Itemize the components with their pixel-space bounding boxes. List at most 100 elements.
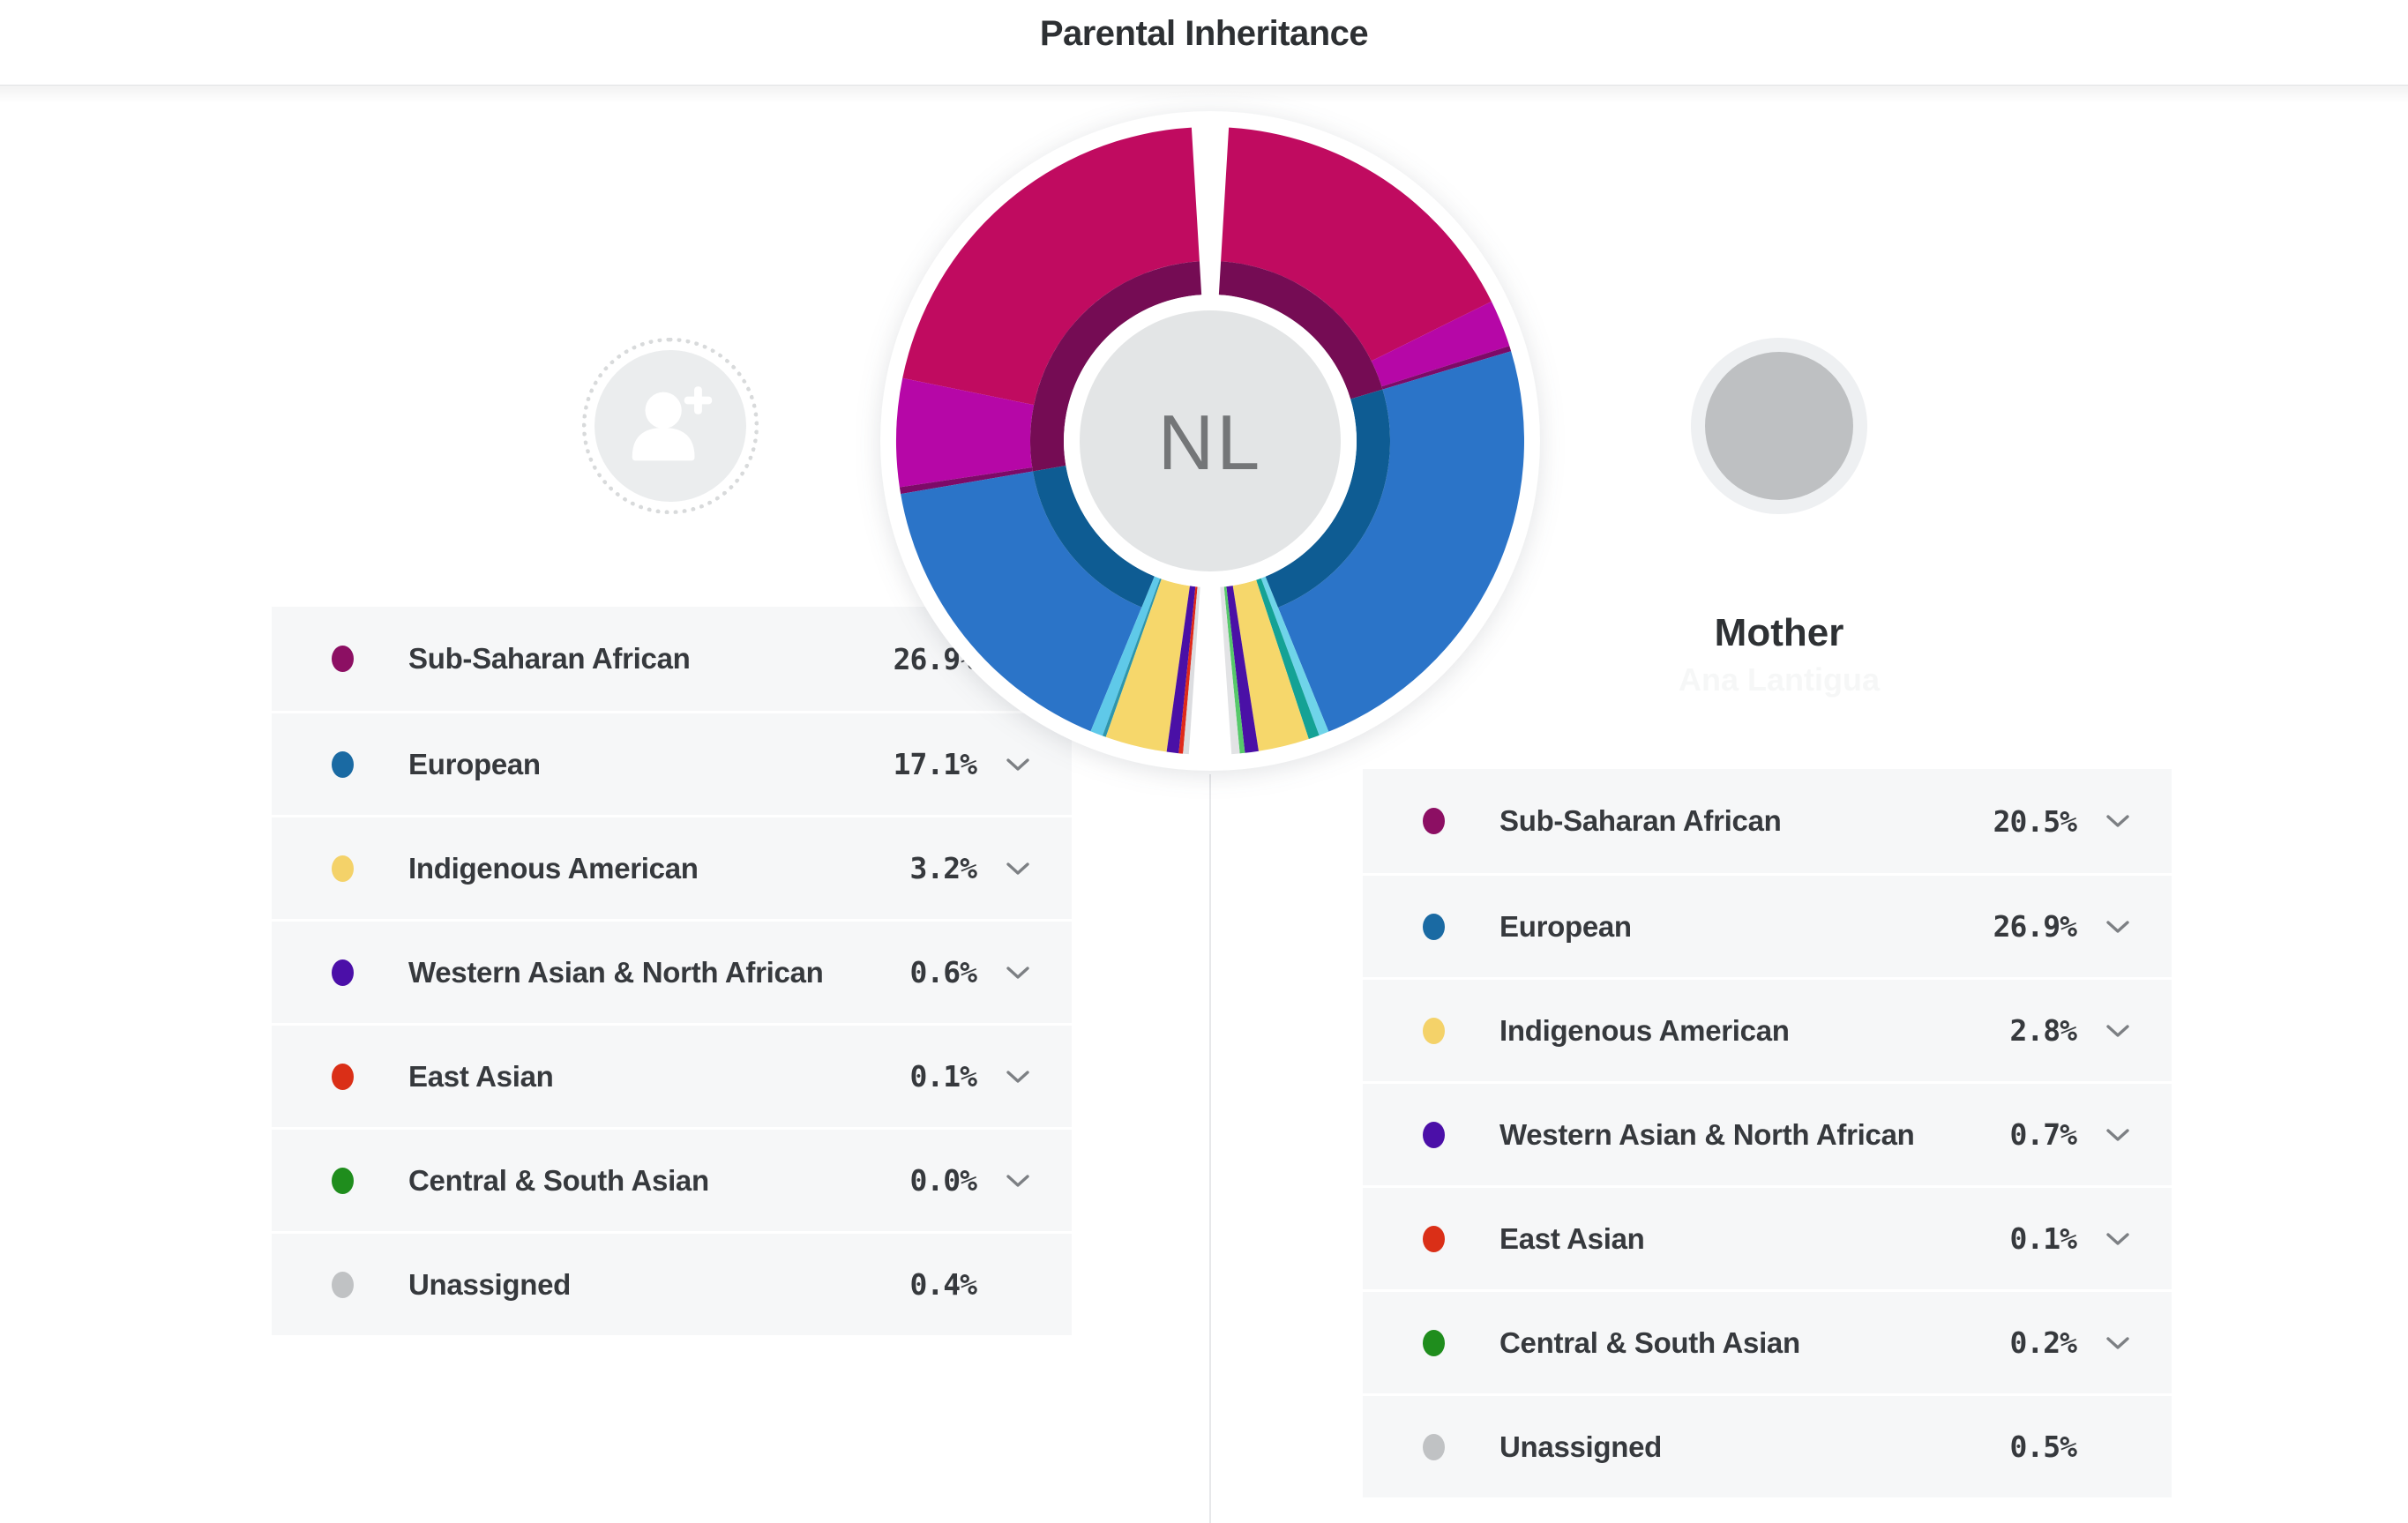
category-percentage: 20.5% [1993, 803, 2077, 839]
category-label: Unassigned [408, 1267, 572, 1301]
left-legend-row-4[interactable]: East Asian 0.1% [272, 1023, 1072, 1127]
category-label: Central & South Asian [408, 1163, 709, 1197]
left-legend-row-5[interactable]: Central & South Asian 0.0% [272, 1127, 1072, 1231]
add-person-icon [632, 386, 713, 461]
category-color-dot [332, 959, 354, 986]
category-percentage: 0.0% [909, 1163, 977, 1198]
donut-segment-left-9[interactable] [1183, 586, 1200, 755]
mother-ghost-name: Ana Lantigua [1678, 661, 1880, 698]
left-legend-row-2[interactable]: Indigenous American 3.2% [272, 815, 1072, 919]
category-percentage: 17.1% [893, 747, 977, 781]
chevron-down-icon[interactable] [1006, 862, 1029, 876]
right-legend-row-5[interactable]: Central & South Asian 0.2% [1363, 1289, 2172, 1393]
donut-segment-left-2[interactable] [899, 467, 1033, 495]
category-color-dot [332, 1271, 354, 1298]
right-legend-row-2[interactable]: Indigenous American 2.8% [1363, 977, 2172, 1081]
category-color-dot [332, 1167, 354, 1194]
chevron-down-icon[interactable] [1006, 1070, 1029, 1084]
category-label: European [1499, 909, 1632, 943]
category-color-dot [1423, 1225, 1445, 1252]
category-percentage: 0.1% [2009, 1221, 2077, 1256]
chevron-down-icon[interactable] [2106, 1336, 2129, 1350]
category-label: Indigenous American [1499, 1013, 1790, 1047]
category-label: European [408, 747, 541, 780]
category-label: Western Asian & North African [1499, 1117, 1915, 1151]
category-color-dot [1423, 913, 1445, 940]
category-color-dot [1423, 1433, 1445, 1460]
left-legend-row-1[interactable]: European 17.1% [272, 711, 1072, 815]
category-color-dot [1423, 1121, 1445, 1148]
chevron-down-icon[interactable] [2106, 1128, 2129, 1142]
category-label: Central & South Asian [1499, 1325, 1800, 1359]
left-legend-row-6[interactable]: Unassigned 0.4% [272, 1231, 1072, 1335]
donut-innerband-left-0 [1030, 261, 1202, 472]
right-legend-row-4[interactable]: East Asian 0.1% [1363, 1185, 2172, 1289]
category-percentage: 0.5% [2009, 1430, 2077, 1464]
right-legend-row-3[interactable]: Western Asian & North African 0.7% [1363, 1081, 2172, 1185]
parental-inheritance-donut: NL [840, 71, 1581, 816]
donut-chart-svg: NL [880, 111, 1540, 771]
page-title: Parental Inheritance [1039, 14, 1369, 53]
donut-segment-right-7[interactable] [1226, 586, 1259, 753]
donut-segment-left-5[interactable] [1102, 578, 1162, 737]
donut-segment-right-5[interactable] [1256, 578, 1320, 739]
donut-segment-right-2[interactable] [1381, 346, 1512, 390]
chevron-down-icon[interactable] [1006, 966, 1029, 980]
donut-segment-left-8[interactable] [1178, 586, 1198, 754]
hub-circle [1080, 310, 1341, 571]
category-percentage: 0.6% [909, 955, 977, 989]
donut-segment-left-6[interactable] [1105, 579, 1190, 752]
mother-legend: Sub-Saharan African 20.5% European 26.9% Ind… [1363, 769, 2172, 1497]
category-percentage: 0.4% [909, 1267, 977, 1302]
chevron-down-icon[interactable] [2106, 814, 2129, 828]
category-label: Indigenous American [408, 851, 699, 885]
chevron-down-icon[interactable] [2106, 920, 2129, 934]
category-color-dot [332, 646, 354, 672]
center-initials: NL [1158, 399, 1263, 486]
category-color-dot [332, 1063, 354, 1090]
donut-segment-right-6[interactable] [1232, 579, 1309, 751]
category-percentage: 0.1% [909, 1059, 977, 1094]
donut-innerband-right-1 [1265, 389, 1391, 608]
category-label: East Asian [1499, 1221, 1645, 1255]
mother-avatar-circle [1705, 352, 1853, 500]
donut-segment-right-0[interactable] [1221, 127, 1492, 362]
left-legend-row-3[interactable]: Western Asian & North African 0.6% [272, 919, 1072, 1023]
left-parent-legend: Sub-Saharan African 26.9% European 17.1% Ind… [272, 607, 1072, 1335]
right-legend-row-0[interactable]: Sub-Saharan African 20.5% [1363, 769, 2172, 873]
donut-segment-left-3[interactable] [901, 471, 1142, 732]
right-legend-row-6[interactable]: Unassigned 0.5% [1363, 1393, 2172, 1497]
chevron-down-icon[interactable] [1006, 758, 1029, 772]
donut-segment-right-8[interactable] [1223, 586, 1245, 754]
add-parent-button[interactable] [582, 338, 759, 514]
right-legend-row-1[interactable]: European 26.9% [1363, 873, 2172, 977]
donut-innerband-left-1 [1032, 466, 1155, 608]
page-header: Parental Inheritance [0, 0, 2408, 103]
category-label: Sub-Saharan African [408, 642, 691, 675]
category-label: Western Asian & North African [408, 955, 824, 989]
donut-segment-right-3[interactable] [1277, 351, 1524, 732]
category-color-dot [1423, 1329, 1445, 1356]
donut-segment-left-0[interactable] [902, 127, 1200, 406]
category-percentage: 0.7% [2009, 1117, 2077, 1152]
category-label: Unassigned [1499, 1430, 1663, 1463]
column-divider [1209, 774, 1211, 1523]
category-label: East Asian [408, 1059, 554, 1093]
donut-segment-right-1[interactable] [1371, 301, 1510, 387]
donut-segment-left-7[interactable] [1166, 586, 1196, 754]
donut-segment-right-9[interactable] [1220, 586, 1240, 755]
donut-segment-right-4[interactable] [1260, 576, 1329, 735]
category-color-dot [332, 855, 354, 882]
chevron-down-icon[interactable] [1006, 1174, 1029, 1188]
donut-innerband-right-0 [1218, 261, 1383, 399]
donut-segment-left-4[interactable] [1090, 576, 1161, 736]
category-label: Sub-Saharan African [1499, 804, 1782, 837]
donut-segment-left-1[interactable] [895, 377, 1035, 488]
chevron-down-icon[interactable] [2106, 1232, 2129, 1246]
mother-avatar[interactable] [1691, 338, 1867, 514]
category-percentage: 2.8% [2009, 1013, 2077, 1048]
category-percentage: 0.2% [2009, 1325, 2077, 1360]
category-percentage: 3.2% [909, 851, 977, 885]
category-color-dot [1423, 808, 1445, 834]
chevron-down-icon[interactable] [2106, 1024, 2129, 1038]
